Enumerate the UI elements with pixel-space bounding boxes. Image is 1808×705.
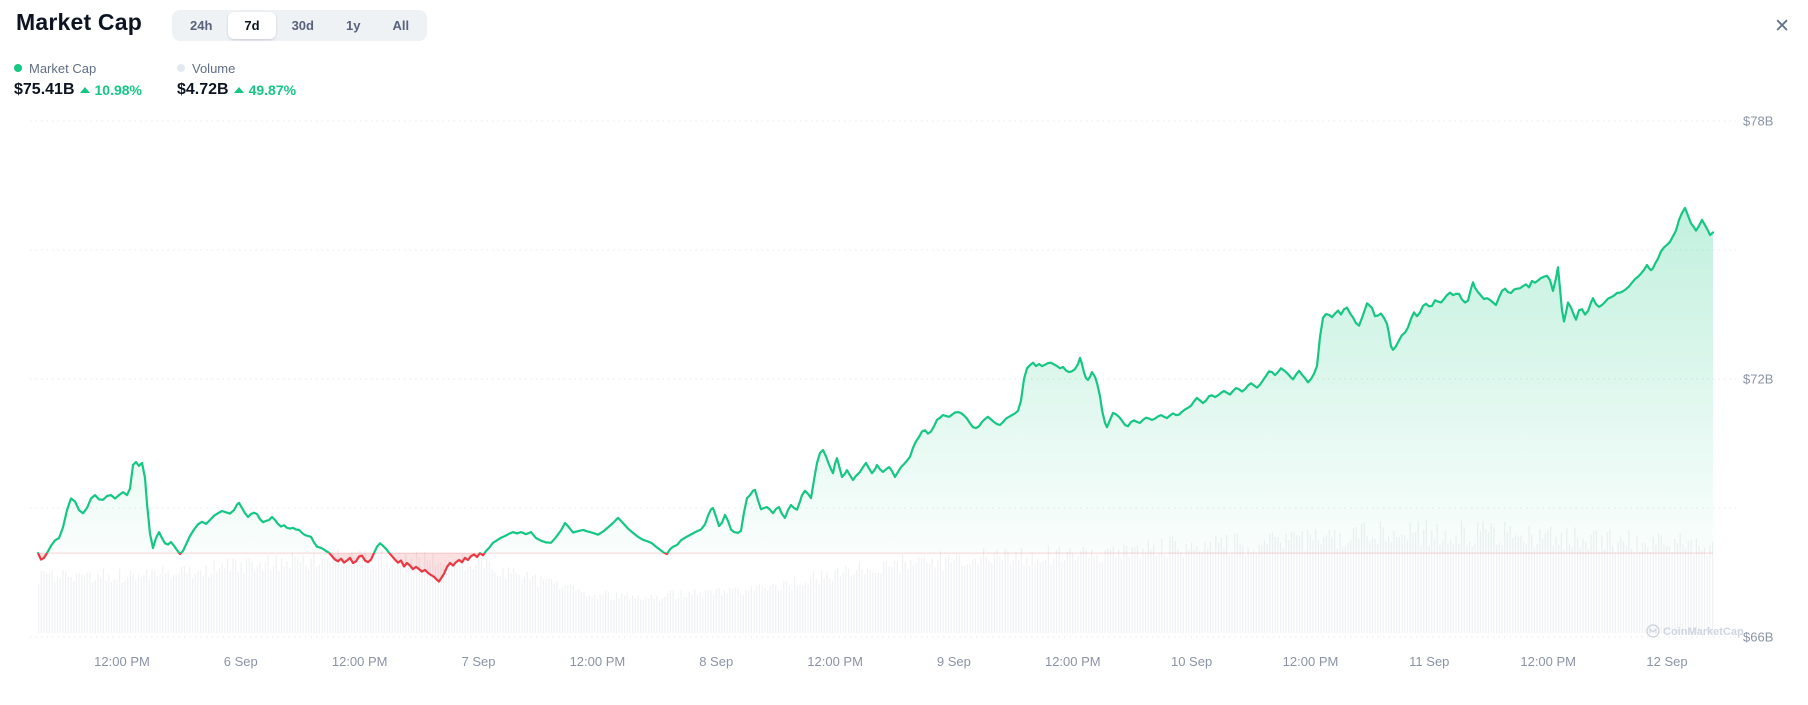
volume-dot-icon [177, 64, 185, 72]
tab-24h[interactable]: 24h [174, 12, 228, 39]
x-axis-label: 12:00 PM [94, 654, 150, 669]
y-axis-label: $72B [1743, 372, 1773, 387]
market-cap-legend-label: Market Cap [29, 60, 97, 76]
up-arrow-icon [233, 87, 244, 93]
x-axis-label: 6 Sep [224, 654, 258, 669]
market-cap-line [36, 206, 1715, 554]
market-cap-loss-area [38, 553, 1713, 582]
volume-stat: Volume $4.72B 49.87% [177, 60, 296, 99]
x-axis-label: 7 Sep [462, 654, 496, 669]
x-axis-label: 10 Sep [1171, 654, 1212, 669]
y-axis-label: $78B [1743, 114, 1773, 129]
x-axis-label: 11 Sep [1409, 654, 1449, 669]
x-axis-label: 12:00 PM [1520, 654, 1576, 669]
x-axis-label: 12:00 PM [807, 654, 863, 669]
volume-legend-label: Volume [192, 60, 236, 76]
market-cap-line-below-baseline [36, 553, 669, 583]
time-range-tabs: 24h 7d 30d 1y All [172, 10, 428, 41]
watermark-text: CoinMarketCap [1663, 626, 1744, 638]
legend-market-cap: Market Cap [14, 60, 142, 76]
market-cap-dot-icon [14, 64, 22, 72]
x-axis-label: 8 Sep [699, 654, 733, 669]
market-cap-value: $75.41B [14, 81, 75, 98]
market-cap-gain-area [38, 207, 1713, 554]
up-arrow-icon [79, 87, 90, 93]
y-axis-label: $66B [1743, 630, 1773, 645]
x-axis-label: 12:00 PM [332, 654, 388, 669]
x-axis-label: 9 Sep [937, 654, 971, 669]
watermark: CoinMarketCap [1646, 624, 1744, 638]
page-title: Market Cap [16, 9, 142, 35]
close-button[interactable]: ✕ [1770, 13, 1794, 40]
volume-change: 49.87% [248, 82, 297, 98]
market-cap-stat: Market Cap $75.41B 10.98% [14, 60, 142, 99]
x-axis-label: 12:00 PM [1283, 654, 1339, 669]
volume-bars [38, 520, 1714, 633]
coinmarketcap-logo-icon [1646, 624, 1660, 638]
tab-7d[interactable]: 7d [228, 12, 276, 39]
tab-30d[interactable]: 30d [276, 12, 330, 39]
legend-volume: Volume [177, 60, 296, 76]
market-cap-change: 10.98% [94, 82, 142, 98]
volume-value: $4.72B [177, 81, 229, 98]
x-axis-label: 12:00 PM [1045, 654, 1101, 669]
tab-all[interactable]: All [376, 12, 425, 39]
tab-1y[interactable]: 1y [330, 12, 376, 39]
x-axis-label: 12 Sep [1646, 654, 1687, 669]
x-axis-label: 12:00 PM [570, 654, 626, 669]
